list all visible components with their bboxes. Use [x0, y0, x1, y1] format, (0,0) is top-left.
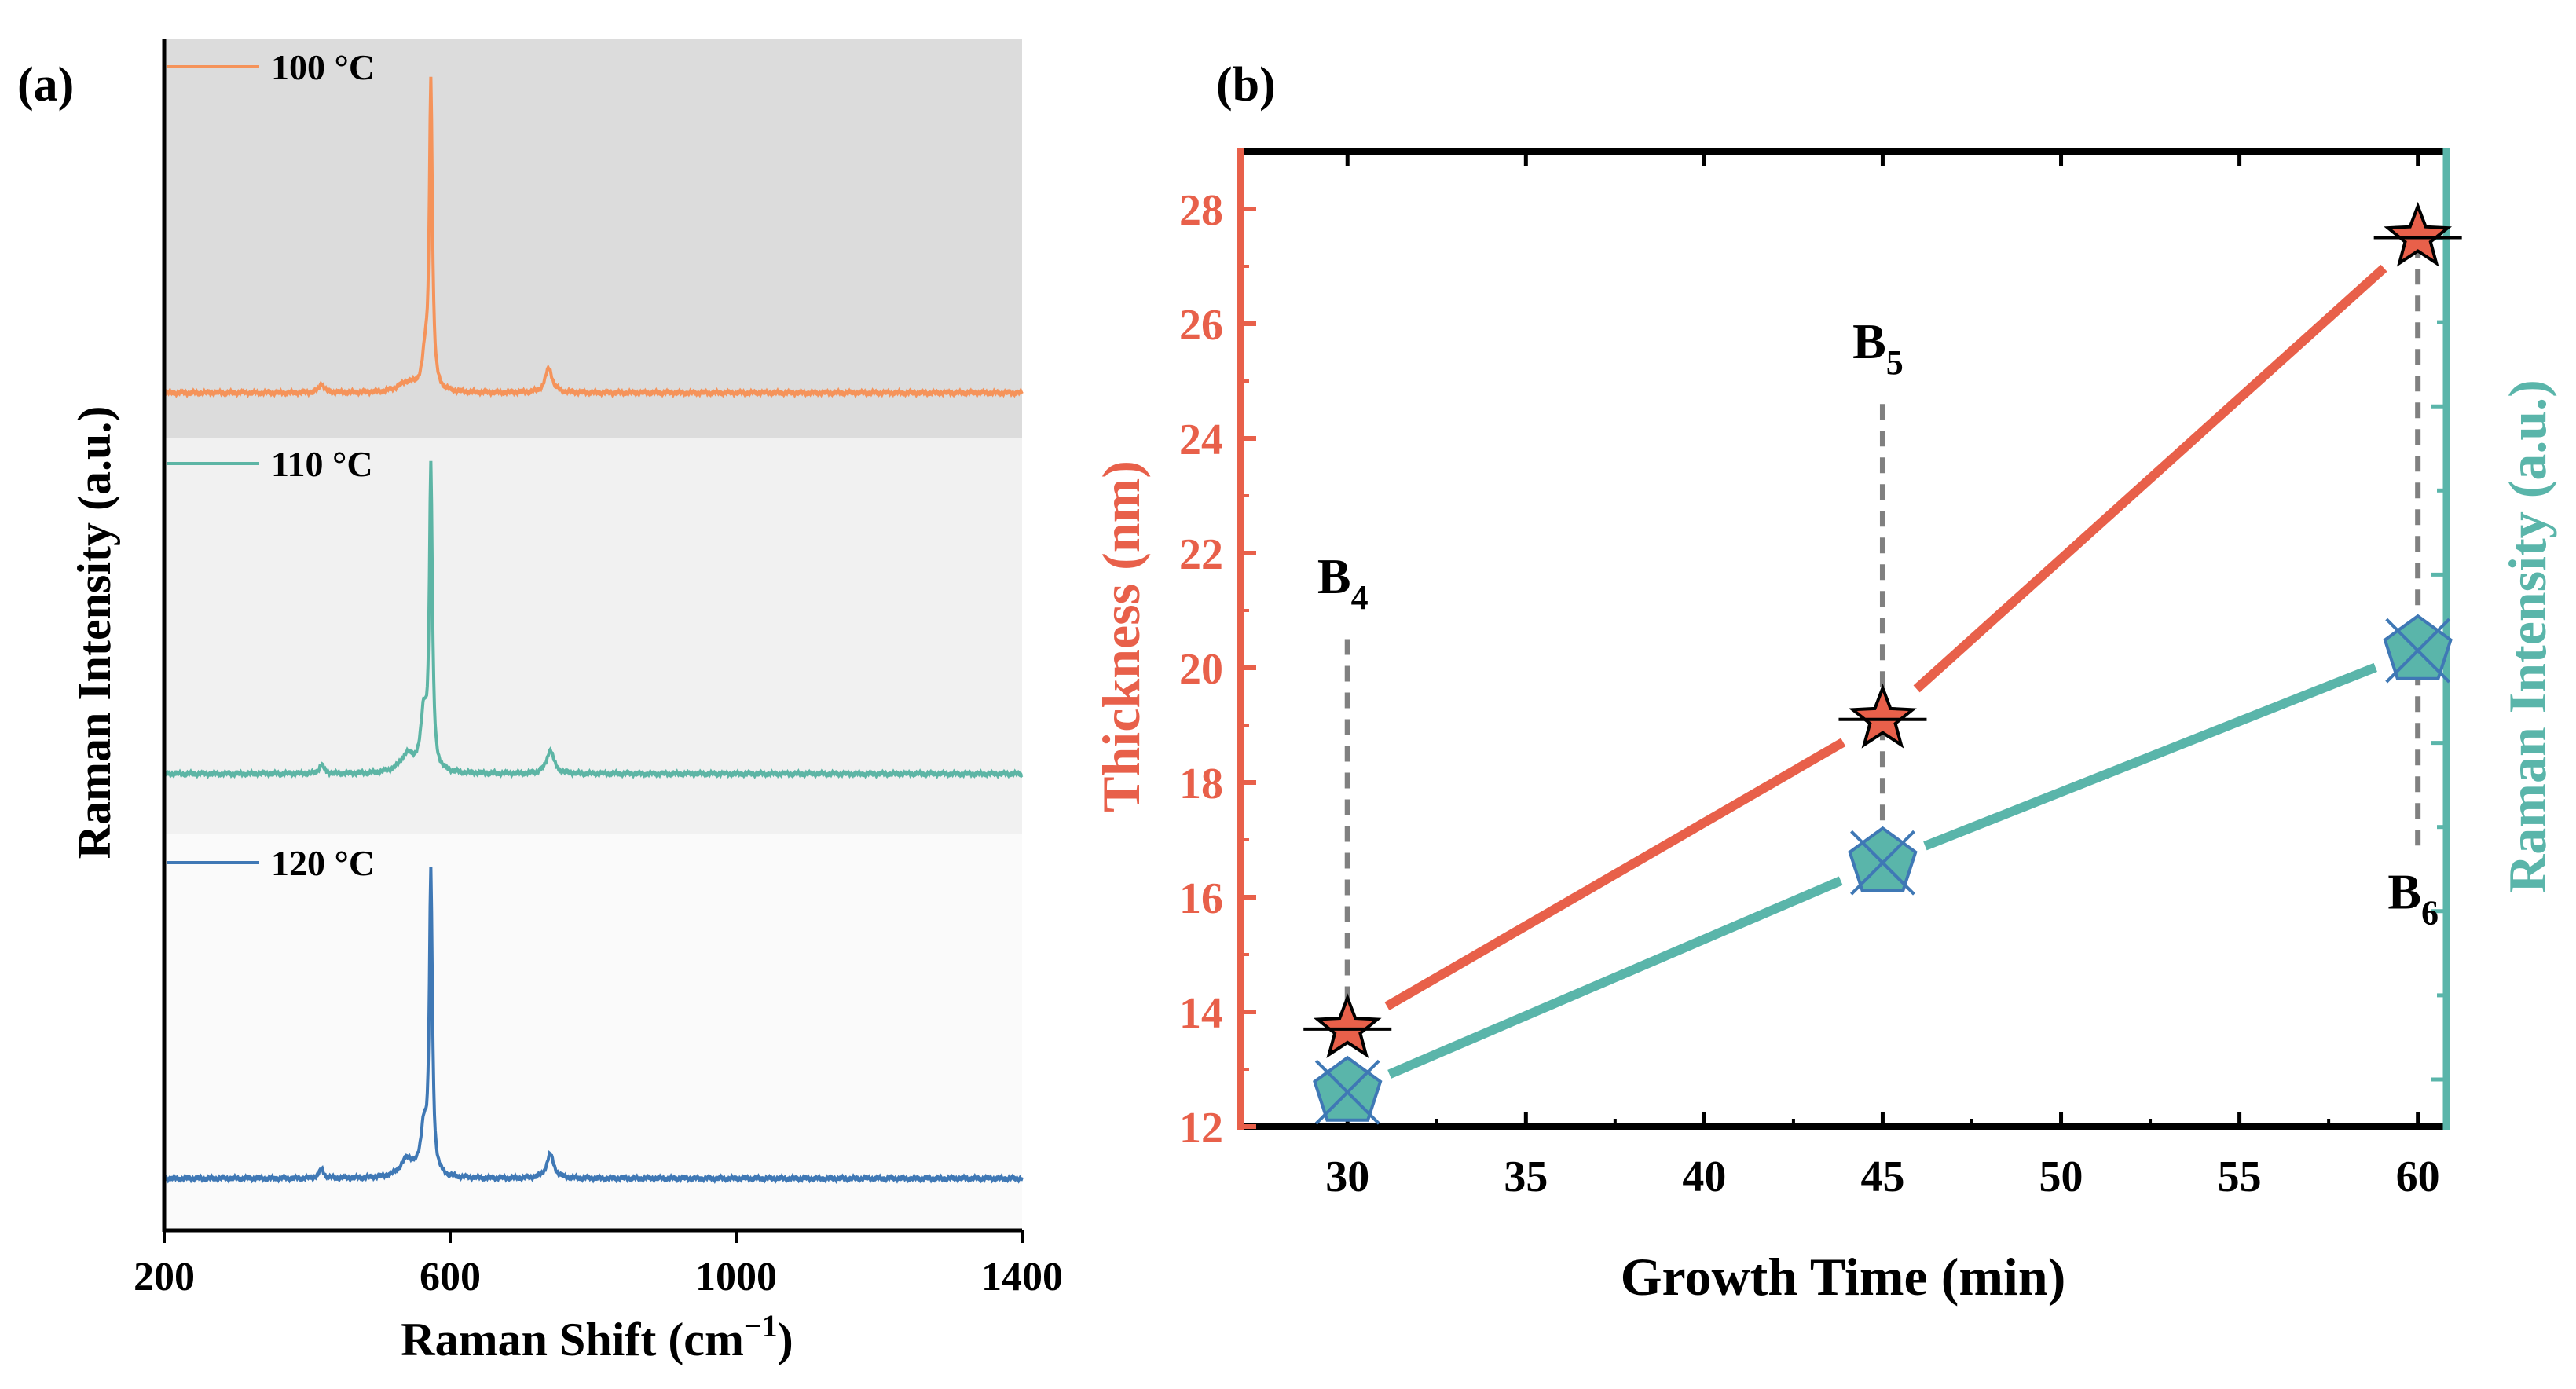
x-tick-label-b-5: 55 — [2218, 1153, 2262, 1201]
y-tick-label-b-8: 28 — [1179, 186, 1223, 235]
y-tick-label-b-3: 18 — [1179, 760, 1223, 808]
raman-point-cross-b-0 — [1314, 1059, 1380, 1125]
y-tick-label-b-4: 20 — [1179, 645, 1223, 694]
y-tick-label-b-6: 24 — [1179, 416, 1223, 464]
x-axis-label-b: Growth Time (min) — [1621, 1247, 2066, 1307]
thickness-point-1 — [1849, 684, 1917, 749]
band-2 — [164, 834, 1022, 1230]
spectra-legend: 100 °C 110 °C 120 °C — [167, 47, 375, 883]
raman-point-0 — [1313, 1055, 1383, 1122]
x-tick-label-b-4: 50 — [2039, 1153, 2083, 1201]
spectrum-line-1 — [163, 460, 1024, 780]
legend-label-0: 100 °C — [271, 47, 375, 87]
x-tick-label-b-0: 30 — [1325, 1153, 1369, 1201]
y-tick-label-b-5: 22 — [1179, 530, 1223, 579]
raman-spectra-panel: (a) 100 °C 110 °C 120 °C 200 600 1000 1400 Ra… — [17, 39, 1063, 1365]
panel-a-label: (a) — [17, 58, 74, 112]
raman-point-cross-b-2 — [2385, 618, 2451, 684]
series-0-segment-1 — [1913, 264, 2387, 693]
thickness-point-0 — [1313, 993, 1382, 1058]
x-tick-label-b-3: 45 — [1860, 1153, 1904, 1201]
band-0 — [164, 39, 1022, 438]
y-tick-label-b-1: 14 — [1179, 989, 1223, 1038]
x-ticks-b: 30 35 40 45 50 55 60 — [1325, 152, 2440, 1201]
x-tick-label-a-0: 200 — [134, 1255, 195, 1299]
x-tick-labels-a: 200 600 1000 1400 — [134, 1230, 1063, 1299]
y-tick-label-b-0: 12 — [1179, 1104, 1223, 1153]
x-tick-label-a-3: 1400 — [981, 1255, 1063, 1299]
annotation-label-2: B6 — [2387, 864, 2439, 933]
data-series — [1303, 201, 2462, 1125]
raman-point-2 — [2383, 614, 2453, 680]
raman-point-cross-b-1 — [1850, 830, 1915, 896]
y-ticks-b: 12 14 16 18 20 22 24 26 28 — [1179, 186, 1256, 1153]
temperature-bands — [164, 39, 1022, 1230]
y-tick-label-b-2: 16 — [1179, 874, 1223, 923]
legend-label-2: 120 °C — [271, 843, 375, 883]
panel-b-label: (b) — [1216, 58, 1276, 112]
spectrum-line-0 — [163, 76, 1024, 399]
series-1-segment-1 — [1923, 662, 2377, 851]
annotation-label-1: B5 — [1852, 313, 1904, 382]
y-axis-label-b: Thickness (nm) — [1091, 460, 1151, 812]
x-tick-label-b-1: 35 — [1504, 1153, 1548, 1201]
raman-spectra — [163, 76, 1024, 1185]
y-axis-label-a: Raman Intensity (a.u.) — [68, 406, 120, 859]
series-1-segment-0 — [1387, 876, 1843, 1079]
growth-time-panel: (b) 30 35 40 45 50 55 60 12 14 16 18 20 22 24 26 28 B4… — [1091, 58, 2557, 1307]
series-0-segment-0 — [1384, 738, 1846, 1011]
x-tick-label-a-2: 1000 — [695, 1255, 777, 1299]
spectrum-line-2 — [163, 867, 1024, 1185]
y2-axis-label-b: Raman Intensity (a.u.) — [2497, 379, 2557, 893]
band-1 — [164, 438, 1022, 834]
x-tick-label-a-1: 600 — [420, 1255, 481, 1299]
thickness-point-2 — [2384, 201, 2453, 267]
legend-label-1: 110 °C — [271, 444, 373, 484]
x-tick-label-b-2: 40 — [1682, 1153, 1726, 1201]
x-tick-label-b-6: 60 — [2396, 1153, 2440, 1201]
y-tick-label-b-7: 26 — [1179, 301, 1223, 350]
sample-annotations: B4 B5 B6 — [1317, 249, 2439, 1018]
x-axis-label-a: Raman Shift (cm−1) — [401, 1308, 793, 1365]
raman-point-1 — [1848, 826, 1918, 892]
annotation-label-0: B4 — [1317, 548, 1369, 617]
